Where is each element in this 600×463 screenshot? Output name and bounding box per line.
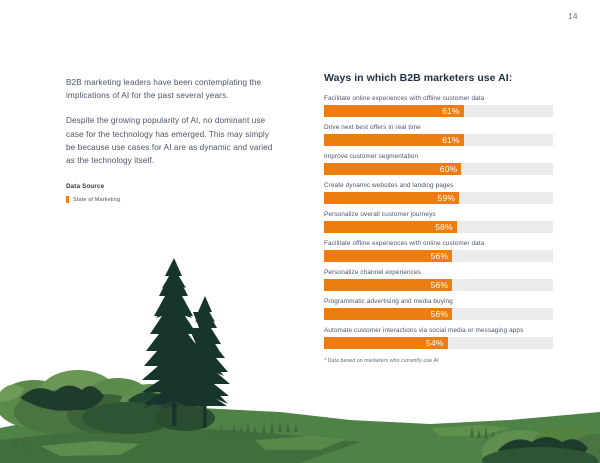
road-shape (150, 429, 600, 463)
bar-fill: 61% (324, 134, 464, 146)
bar-track: 56% (324, 308, 553, 320)
bar-group: Improve customer segmentation 60% (324, 153, 553, 175)
bar-chart: Facilitate online experiences with offli… (324, 95, 553, 349)
grass-hill-shade (0, 428, 360, 463)
bar-track: 56% (324, 250, 553, 262)
grass-highlight-a (40, 441, 140, 456)
data-source-label: State of Marketing (73, 196, 121, 203)
data-source-heading: Data Source (66, 183, 105, 191)
bar-value: 60% (439, 164, 458, 174)
hill-far-left (0, 412, 600, 440)
chart-column: Ways in which B2B marketers use AI: Faci… (324, 72, 553, 364)
bar-value: 58% (435, 222, 453, 232)
pine-tree-large (142, 258, 206, 426)
bar-value: 54% (426, 338, 444, 348)
bar-value: 56% (430, 251, 449, 261)
bar-group: Programmatic advertising and media buyin… (324, 298, 553, 320)
bar-label: Improve customer segmentation (324, 153, 419, 160)
bar-value: 56% (430, 309, 449, 319)
bar-label: Personalize channel experiences (324, 269, 421, 276)
grass-highlight-b (255, 436, 345, 450)
bar-fill: 56% (324, 279, 453, 291)
bar-group: Automate customer interactions via socia… (324, 327, 553, 349)
legend-swatch-icon (66, 196, 69, 204)
grass-highlight-c (430, 425, 510, 436)
bar-group: Drive next best offers in real time 61% (324, 124, 553, 146)
bar-fill: 60% (324, 163, 462, 175)
chart-footnote: * Data based on marketers who currently … (324, 358, 439, 364)
bar-fill: 58% (324, 221, 457, 233)
bar-group: Facilitate online experiences with offli… (324, 95, 553, 117)
bar-track: 54% (324, 337, 553, 349)
bar-track: 60% (324, 163, 553, 175)
bar-label: Automate customer interactions via socia… (324, 327, 524, 334)
bar-label: Personalize overall customer journeys (324, 211, 436, 218)
intro-paragraph-1: B2B marketing leaders have been contempl… (66, 78, 262, 101)
chart-title: Ways in which B2B marketers use AI: (324, 72, 513, 84)
data-source-row: State of Marketing (66, 196, 274, 204)
bar-track: 59% (324, 192, 553, 204)
bar-group: Personalize overall customer journeys 58% (324, 211, 553, 233)
bar-label: Drive next best offers in real time (324, 124, 421, 131)
bar-label: Programmatic advertising and media buyin… (324, 298, 453, 305)
bush-cluster-right (482, 426, 600, 463)
page-number: 14 (568, 12, 578, 21)
bar-track: 56% (324, 279, 553, 291)
bush-cluster-left (0, 370, 215, 434)
road-left-edge (0, 438, 150, 463)
road-shadow-shape (150, 440, 330, 463)
bar-fill: 61% (324, 105, 464, 117)
bar-label: Facilitate offline experiences with onli… (324, 240, 485, 247)
bar-track: 61% (324, 105, 553, 117)
pine-tree-small (180, 296, 230, 428)
bar-fill: 56% (324, 250, 453, 262)
grass-hill (0, 408, 600, 463)
bar-group: Personalize channel experiences 56% (324, 269, 553, 291)
bar-value: 61% (442, 135, 460, 145)
bar-track: 58% (324, 221, 553, 233)
bar-label: Create dynamic websites and landing page… (324, 182, 454, 189)
bar-fill: 59% (324, 192, 460, 204)
bar-group: Facilitate offline experiences with onli… (324, 240, 553, 262)
bar-group: Create dynamic websites and landing page… (324, 182, 553, 204)
bar-track: 61% (324, 134, 553, 146)
left-text-column: B2B marketing leaders have been contempl… (66, 76, 274, 204)
bar-fill: 56% (324, 308, 453, 320)
bar-value: 61% (442, 106, 460, 116)
intro-paragraph-2: Despite the growing popularity of AI, no… (66, 116, 273, 166)
grass-tufts (14, 420, 530, 449)
bar-value: 56% (430, 280, 449, 290)
bar-fill: 54% (324, 337, 448, 349)
bar-value: 59% (437, 193, 456, 203)
bar-label: Facilitate online experiences with offli… (324, 95, 485, 102)
